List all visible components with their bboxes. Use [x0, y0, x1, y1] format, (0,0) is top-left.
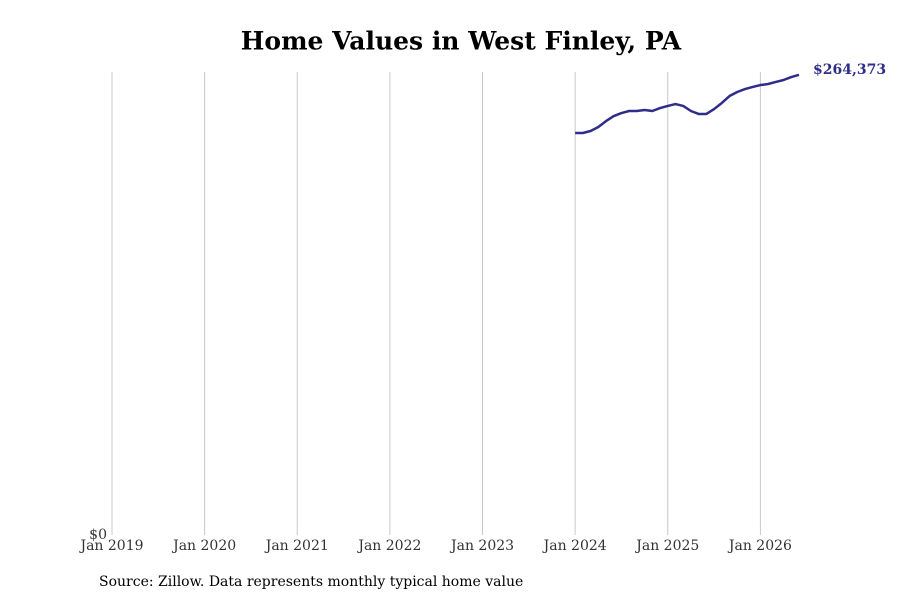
data-line [575, 73, 800, 135]
x-tick-label: Jan 2025 [634, 538, 699, 554]
x-tick-label: Jan 2026 [727, 538, 792, 554]
value-label: $264,373 [813, 62, 886, 78]
y-tick-label: $0 [89, 527, 107, 543]
x-tick-label: Jan 2023 [449, 538, 514, 554]
x-tick-label: Jan 2019 [78, 538, 143, 554]
x-tick-label: Jan 2021 [264, 538, 329, 554]
chart-title: Home Values in West Finley, PA [241, 27, 682, 56]
x-tick-label: Jan 2022 [356, 538, 421, 554]
x-tick-label: Jan 2020 [171, 538, 236, 554]
source-note: Source: Zillow. Data represents monthly … [99, 574, 523, 590]
x-tick-label: Jan 2024 [542, 538, 607, 554]
